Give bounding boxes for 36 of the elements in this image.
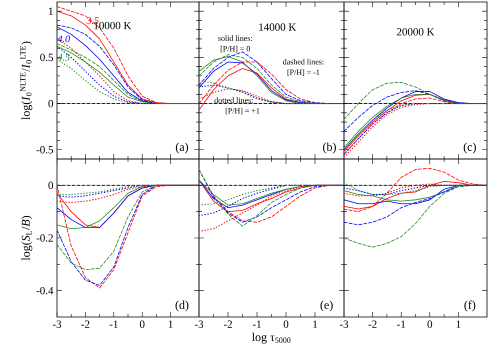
annotation: (d) [176,300,188,312]
annotation: (a) [176,142,188,154]
annotation: (b) [323,142,336,154]
annotation: 14000 K [259,23,296,31]
annotation: 20000 K [396,28,434,36]
x-tick-label: -3 [340,320,348,328]
y-tick-label: -0.4 [36,286,54,294]
y-tick-label: 0 [48,182,54,190]
y-tick-label: 0.5 [40,54,54,62]
annotation: 10000 K [94,22,132,30]
x-tick-label: 0 [140,320,145,328]
x-tick-label: -1 [397,320,406,328]
annotation: (f) [464,300,476,312]
x-tick-label: -1 [252,320,261,328]
x-tick-label: 1 [313,320,318,328]
x-tick-label: -2 [224,320,232,328]
y-tick-label: -0.5 [36,146,54,154]
annotation: (c) [464,142,476,154]
series-label: 4.0 [58,36,70,42]
y-tick-label: 0 [48,100,54,108]
x-tick-label: -3 [52,320,62,328]
annotation: (e) [320,300,333,312]
x-tick-label: -3 [194,320,204,328]
x-tick-label: -2 [368,320,377,328]
x-tick-label: 1 [456,320,460,328]
x-tick-label: 1 [168,320,173,328]
x-tick-label: 0 [284,320,288,328]
y-tick-label: 1 [48,8,53,15]
y-tick-label: -0.2 [36,234,53,242]
x-tick-label: 0 [427,320,432,328]
x-tick-label: -1 [110,320,118,328]
series-label: 3.5 [86,17,99,24]
x-axis-title: log τ$_{5000}$ [252,332,290,344]
y-axis-title: log(S$_{L}$/B) [21,216,32,260]
x-tick-label: -2 [81,320,90,328]
series-label: 4.5 [58,54,70,61]
